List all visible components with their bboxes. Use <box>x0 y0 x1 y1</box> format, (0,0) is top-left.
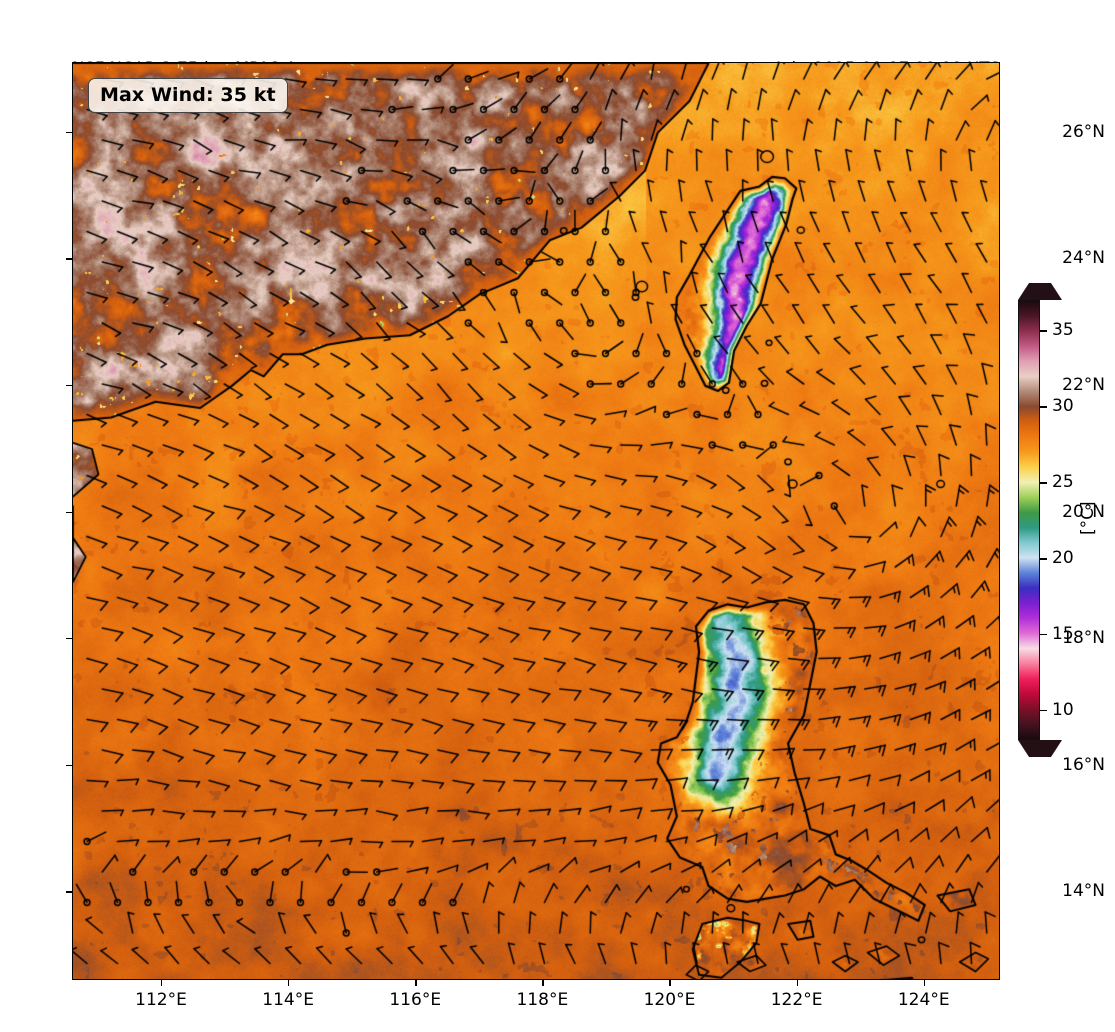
colorbar-tick-mark <box>1040 406 1047 408</box>
colorbar-tick-label-35: 35 <box>1052 320 1074 341</box>
x-tick-label-118E: 118°E <box>516 990 569 1010</box>
colorbar-tick-mark <box>1040 482 1047 484</box>
x-tick-mark <box>542 980 544 986</box>
x-tick-mark <box>923 980 926 986</box>
y-tick-mark <box>66 511 72 513</box>
colorbar-tick-label-25: 25 <box>1052 472 1074 493</box>
map-plot-area[interactable] <box>72 62 1000 980</box>
colorbar-extend-max-arrow <box>1018 283 1062 300</box>
colorbar-tick-mark <box>1040 557 1047 560</box>
colorbar-tick-mark <box>1040 633 1047 636</box>
colorbar-gradient <box>1018 300 1040 740</box>
colorbar-tick-label-10: 10 <box>1052 699 1074 720</box>
x-tick-label-112E: 112°E <box>135 990 187 1010</box>
x-tick-mark <box>415 980 417 986</box>
y-tick-mark <box>66 638 72 640</box>
colorbar-tick-label-30: 30 <box>1052 396 1074 417</box>
max-wind-annotation: Max Wind: 35 kt <box>88 78 288 113</box>
x-tick-label-122E: 122°E <box>770 990 823 1010</box>
x-tick-label-116E: 116°E <box>389 990 442 1010</box>
colorbar-tick-label-20: 20 <box>1052 547 1074 568</box>
y-tick-label-14N: 14°N <box>1062 881 1105 902</box>
x-tick-mark <box>796 980 798 986</box>
y-tick-mark <box>66 764 72 767</box>
y-tick-mark <box>66 131 72 133</box>
colorbar: 10 15 20 25 30 35 <box>1018 283 1074 757</box>
y-tick-label-16N: 16°N <box>1062 754 1105 775</box>
wind-barb-overlay <box>73 63 999 979</box>
y-tick-mark <box>66 258 72 260</box>
x-tick-label-120E: 120°E <box>643 990 696 1010</box>
colorbar-extend-min-arrow <box>1018 740 1062 757</box>
y-tick-label-26N: 26°N <box>1062 121 1105 142</box>
x-tick-mark <box>669 980 671 986</box>
y-tick-label-24N: 24°N <box>1062 248 1105 269</box>
y-tick-mark <box>66 384 72 387</box>
colorbar-tick-label-15: 15 <box>1052 623 1074 644</box>
x-tick-mark <box>288 980 290 986</box>
y-tick-label-22N: 22°N <box>1062 374 1105 395</box>
colorbar-tick-mark <box>1040 709 1047 712</box>
y-tick-mark <box>66 891 72 893</box>
y-tick-label-18N: 18°N <box>1062 628 1105 649</box>
x-tick-mark <box>160 980 163 986</box>
colorbar-title: [°C] <box>1078 501 1098 535</box>
x-tick-label-114E: 114°E <box>262 990 314 1010</box>
y-tick-label-20N: 20°N <box>1062 501 1105 522</box>
x-tick-label-124E: 124°E <box>897 990 950 1010</box>
colorbar-tick-mark <box>1040 330 1047 332</box>
